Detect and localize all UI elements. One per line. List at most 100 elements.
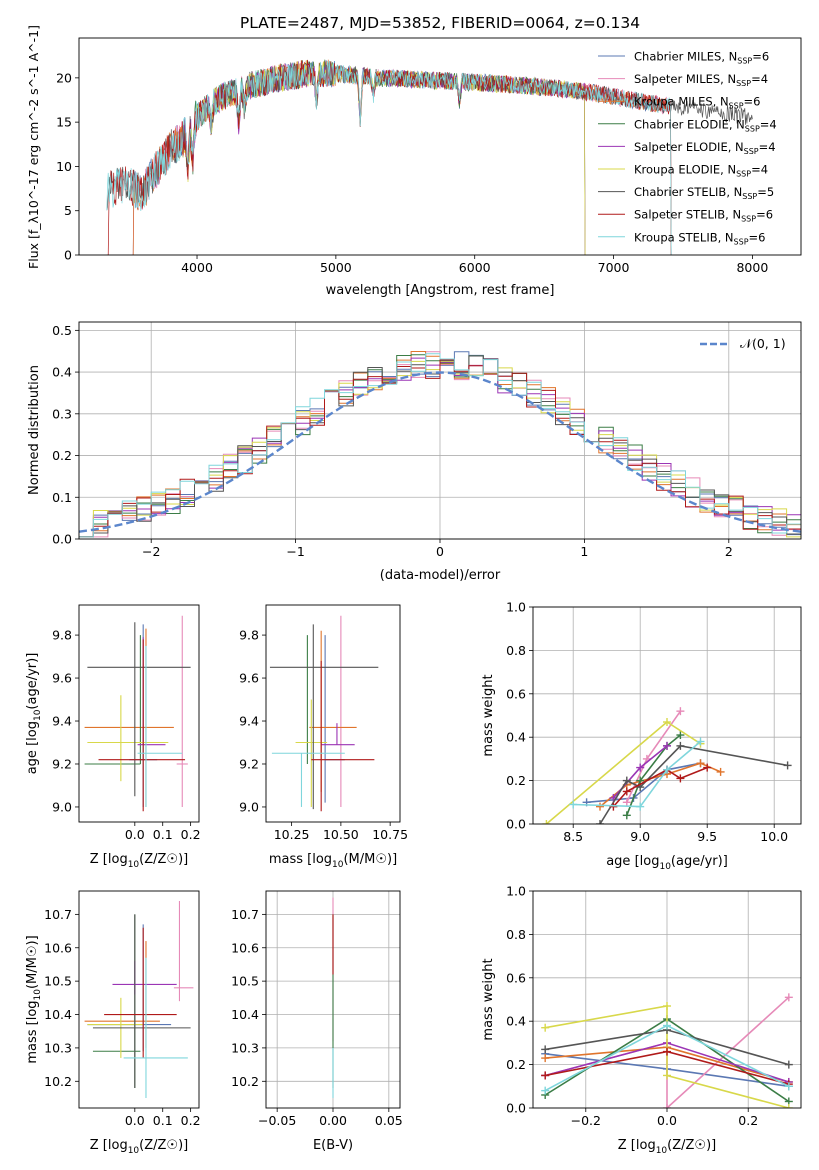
x-tick-label: −1 (286, 544, 304, 559)
x-tick-label: 10.50 (323, 827, 359, 842)
spectrum-series-8 (106, 60, 672, 255)
legend-label-tail: =4 (751, 72, 768, 86)
legend-label-tail: =4 (759, 140, 776, 154)
x-tick-label: 0.2 (181, 1113, 201, 1128)
y-axis-label: Normed distribution (27, 365, 42, 495)
legend-label-main: Chabrier MILES, N (634, 50, 737, 64)
label-subscript: 10 (128, 1146, 140, 1156)
label-subscript: 10 (33, 709, 43, 721)
y-tick-label: 9.6 (239, 671, 259, 686)
x-tick-label: 10.25 (274, 827, 310, 842)
label-subscript: 10 (128, 860, 140, 870)
y-tick-label: 10.3 (231, 1040, 259, 1055)
y-tick-label: 10.2 (231, 1074, 259, 1089)
y-tick-label: 0.3 (52, 406, 72, 421)
x-tick-label: 0 (436, 544, 444, 559)
y-tick-label: 9.0 (239, 799, 259, 814)
x-tick-label: 8000 (736, 260, 768, 275)
x-tick-label: 9.5 (697, 829, 717, 844)
legend-label-tail: =6 (752, 50, 769, 64)
figure-title: PLATE=2487, MJD=53852, FIBERID=0064, z=0… (240, 14, 640, 32)
age-vs-mass-panel: 10.25 10.50 10.75 9.0 9.2 9.4 9.6 9.8 mass [log1… (239, 604, 408, 870)
label-tail: (Z/Z☉)] (139, 852, 188, 867)
axes-frame (78, 604, 200, 823)
x-tick-label: −2 (142, 544, 160, 559)
x-tick-label: 0.2 (181, 827, 201, 842)
y-tick-label: 0 (64, 248, 72, 263)
axes-frame (532, 606, 802, 825)
x-tick-label: −0.05 (258, 1113, 296, 1128)
x-tick-label: 10.0 (760, 829, 788, 844)
y-tick-label: 0.0 (52, 532, 72, 547)
y-tick-label: 0.8 (506, 643, 526, 658)
legend-label: Salpeter MILES, NSSP=4 (634, 72, 768, 88)
y-tick-label: 9.8 (239, 628, 259, 643)
mass-weight-vs-metallicity-panel: −0.2 0.0 0.2 0.0 0.2 0.4 0.6 0.8 1.0 Z [log10(Z/Z… (481, 884, 802, 1156)
residual-histogram-panel: −2 −1 0 1 2 0.0 0.1 0.2 0.3 0.4 0.5 (data-model)/er… (27, 321, 802, 583)
y-tick-label: 0.8 (506, 927, 526, 942)
y-tick-label: 10.6 (231, 940, 259, 955)
age-vs-metallicity-panel: 0.0 0.1 0.29.09.29.49.69.8Z [log10(Z/Z☉)]a… (25, 604, 201, 870)
y-axis-label: age [log10(age/yr)] (25, 653, 43, 775)
y-tick-label: 10.5 (44, 974, 72, 989)
y-tick-label: 0.4 (506, 730, 526, 745)
x-tick-label: 7000 (598, 260, 630, 275)
y-tick-label: 0.6 (506, 970, 526, 985)
weight-line-3 (626, 734, 681, 816)
x-tick-label: 0.05 (375, 1113, 403, 1128)
label-tail: (M/M☉)] (25, 935, 40, 989)
legend-label: 𝒩(0, 1) (740, 336, 786, 351)
plot-area (541, 993, 793, 1108)
axes-frame (265, 604, 401, 823)
y-tick-label: 0.2 (506, 1057, 526, 1072)
label-main: age [log (25, 721, 40, 774)
legend-label-tail: =4 (751, 163, 768, 177)
y-tick-label: 10 (56, 159, 72, 174)
x-axis-label: Z [log10(Z/Z☉)] (90, 1138, 188, 1156)
legend-label-main: Salpeter STELIB, N (634, 208, 741, 222)
plot-area (84, 615, 191, 812)
y-tick-label: 9.2 (239, 756, 259, 771)
label-tail: (M/M☉)] (343, 852, 397, 867)
legend-label-subscript: SSP (745, 124, 760, 133)
mass-weight-vs-age-panel: 8.5 9.0 9.5 10.0 0.0 0.2 0.4 0.6 0.8 1.0 age [log1… (481, 600, 802, 872)
x-axis-label: age [log10(age/yr)] (606, 854, 728, 872)
y-tick-label: 10.4 (44, 1007, 72, 1022)
legend-label: Salpeter ELODIE, NSSP=4 (634, 140, 776, 156)
x-tick-label: 2 (725, 544, 733, 559)
y-tick-label: 0.0 (506, 1101, 526, 1116)
plot-area (106, 59, 753, 255)
y-tick-label: 0.4 (506, 1014, 526, 1029)
legend-label-main: Kroupa STELIB, N (634, 230, 734, 244)
y-tick-label: 9.4 (52, 714, 72, 729)
legend-label: Chabrier ELODIE, NSSP=4 (634, 117, 777, 133)
y-tick-label: 10.4 (231, 1007, 259, 1022)
y-tick-label: 9.0 (52, 799, 72, 814)
x-tick-label: 1 (580, 544, 588, 559)
weight-line-5 (545, 1005, 790, 1108)
label-tail: (Z/Z☉)] (139, 1138, 188, 1153)
legend-label-subscript: SSP (744, 147, 759, 156)
gaussian-curve (79, 371, 801, 533)
y-tick-label: 0.6 (506, 686, 526, 701)
axes-frame (78, 37, 802, 256)
y-tick-label: 0.0 (506, 817, 526, 832)
label-subscript: 10 (659, 862, 671, 872)
legend-label-tail: =6 (749, 230, 766, 244)
x-tick-label: 0.1 (153, 1113, 173, 1128)
y-tick-label: 10.5 (231, 974, 259, 989)
y-tick-label: 0.2 (52, 448, 72, 463)
legend-label-subscript: SSP (734, 237, 749, 246)
y-axis-label: Flux [f_λ10^-17 erg cm^-2 s^-1 A^-1] (26, 25, 41, 269)
legend-label-main: Kroupa ELODIE, N (634, 163, 736, 177)
legend-label-tail: =6 (744, 95, 761, 109)
plot-area (269, 615, 379, 812)
legend-label: Kroupa ELODIE, NSSP=4 (634, 163, 768, 179)
y-tick-label: 0.5 (52, 323, 72, 338)
legend-label: Chabrier MILES, NSSP=6 (634, 50, 769, 66)
plot-area (79, 351, 801, 538)
legend-label-tail: =5 (757, 185, 774, 199)
y-tick-label: 10.3 (44, 1040, 72, 1055)
mass-vs-ebv-panel: −0.05 0.00 0.05 10.2 10.3 10.4 10.5 10.6 10.7 E(B… (231, 890, 403, 1153)
